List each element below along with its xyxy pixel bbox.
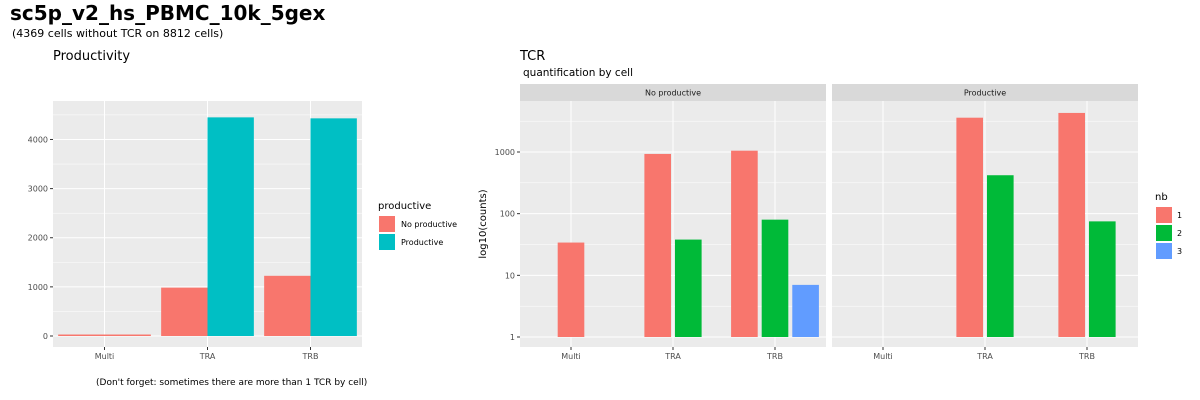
x-tick-label: TRA bbox=[664, 352, 681, 361]
legend-key bbox=[379, 216, 395, 232]
legend-title: productive bbox=[378, 201, 431, 212]
y-tick-label: 100 bbox=[500, 210, 515, 219]
bar-no-productive-nb2 bbox=[674, 239, 702, 337]
panel-title: Productivity bbox=[53, 49, 130, 64]
bar-no-productive-nb3 bbox=[792, 284, 819, 337]
bar-productive-nb2 bbox=[986, 175, 1014, 337]
legend-key bbox=[379, 234, 395, 250]
bar-no-productive bbox=[161, 287, 208, 336]
y-tick-label: 0 bbox=[43, 332, 48, 341]
y-tick-label: 10 bbox=[505, 271, 515, 280]
y-tick-label: 4000 bbox=[28, 135, 48, 144]
x-tick-label: TRB bbox=[766, 352, 783, 361]
facet-label: No productive bbox=[645, 89, 701, 98]
tcr-chart: TCR quantification by cell 1 10 100 1000 log10… bbox=[478, 49, 1182, 361]
bar-no-productive-nb1 bbox=[644, 153, 672, 337]
x-tick-label: TRB bbox=[1078, 352, 1095, 361]
facet-label: Productive bbox=[964, 89, 1006, 98]
x-tick-label: TRA bbox=[976, 352, 993, 361]
legend-key bbox=[1156, 243, 1172, 259]
facet-strip bbox=[832, 84, 1138, 101]
bar-no-productive bbox=[58, 334, 151, 336]
bar-no-productive bbox=[264, 275, 311, 336]
bar-productive-nb1 bbox=[956, 117, 984, 338]
legend-title: nb bbox=[1155, 192, 1168, 203]
y-tick-label: 1000 bbox=[28, 283, 48, 292]
bar-no-productive-nb1 bbox=[731, 150, 758, 337]
y-tick-label: 1000 bbox=[495, 148, 515, 157]
x-tick-label: Multi bbox=[873, 352, 893, 361]
bar-productive bbox=[310, 118, 357, 336]
bar-no-productive-nb2 bbox=[761, 219, 789, 337]
legend-key bbox=[1156, 225, 1172, 241]
page-subtitle: (4369 cells without TCR on 8812 cells) bbox=[12, 27, 224, 40]
y-tick-label: 1 bbox=[510, 333, 515, 342]
y-tick-label: 3000 bbox=[28, 185, 48, 194]
x-tick-label: Multi bbox=[95, 352, 115, 361]
productivity-chart: Productivity 0 1000 2000 3000 4000 Multi TRA TRB… bbox=[28, 49, 458, 361]
x-tick-label: TRA bbox=[199, 352, 216, 361]
footnote: (Don't forget: sometimes there are more … bbox=[96, 378, 368, 388]
y-tick-label: 2000 bbox=[28, 234, 48, 243]
bar-productive bbox=[207, 117, 254, 336]
legend-key bbox=[1156, 207, 1172, 223]
y-axis-title: log10(counts) bbox=[478, 189, 489, 258]
legend-label: No productive bbox=[401, 220, 457, 229]
bar-productive-nb2 bbox=[1088, 221, 1116, 337]
bar-no-productive-nb1 bbox=[557, 242, 585, 337]
facet-strip bbox=[520, 84, 826, 101]
panel-subtitle: quantification by cell bbox=[523, 67, 633, 79]
page-title: sc5p_v2_hs_PBMC_10k_5gex bbox=[10, 1, 326, 25]
panel-title: TCR bbox=[519, 49, 545, 64]
bar-productive-nb1 bbox=[1058, 112, 1086, 337]
legend-label: 1 bbox=[1177, 211, 1182, 220]
legend-label: Productive bbox=[401, 238, 443, 247]
x-tick-label: TRB bbox=[302, 352, 319, 361]
legend-label: 3 bbox=[1177, 247, 1182, 256]
x-tick-label: Multi bbox=[561, 352, 581, 361]
legend-label: 2 bbox=[1177, 229, 1182, 238]
